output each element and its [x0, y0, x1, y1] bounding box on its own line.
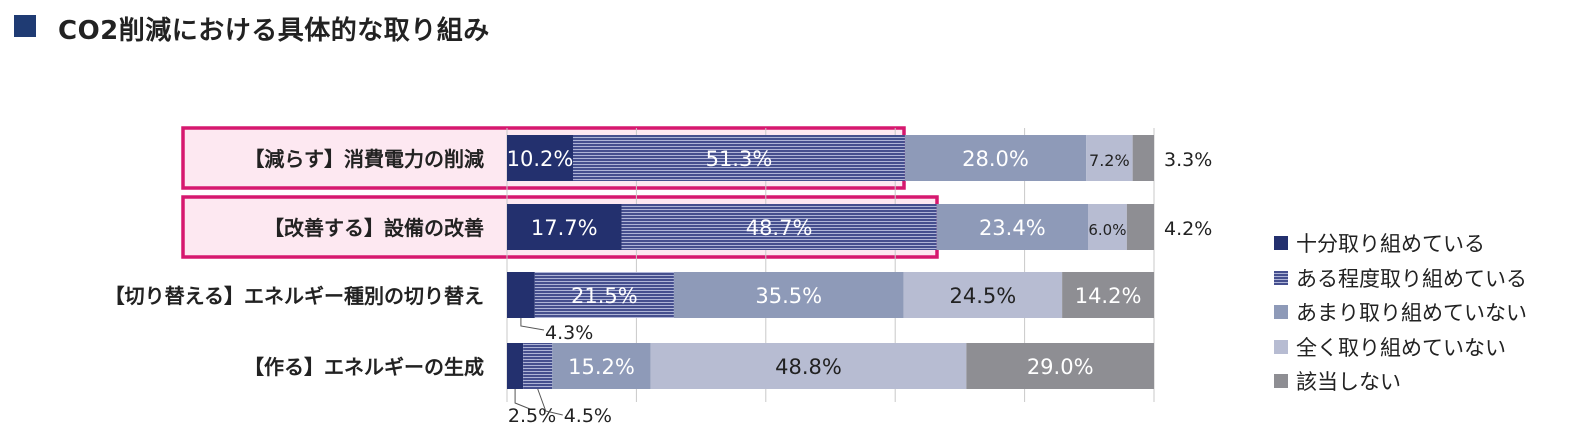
bar-segment — [507, 343, 524, 389]
legend-swatch — [1274, 374, 1288, 389]
bar-segment — [1086, 135, 1133, 181]
legend-label: あまり取り組めていない — [1296, 301, 1527, 326]
legend-label: 該当しない — [1296, 370, 1401, 395]
data-label: 3.3% — [1164, 149, 1212, 171]
bar-segment — [903, 272, 1063, 318]
leader-line — [537, 388, 563, 416]
data-label: 17.7% — [531, 216, 598, 240]
leader-line — [514, 389, 531, 410]
category-label: 【改善する】設備の改善 — [264, 216, 484, 240]
data-label: 28.0% — [962, 147, 1029, 171]
bar-segment — [507, 135, 573, 181]
bar-segment — [621, 204, 937, 250]
data-label: 14.2% — [1075, 284, 1142, 308]
category-label: 【切り替える】エネルギー種別の切り替え — [105, 284, 484, 308]
data-label: 15.2% — [568, 355, 635, 379]
legend-swatch — [1274, 339, 1288, 354]
data-label: 2.5% — [508, 405, 556, 427]
data-label: 10.2% — [507, 147, 574, 171]
data-label: 6.0% — [1088, 221, 1126, 239]
bar-segment — [552, 343, 651, 389]
data-label: 51.3% — [706, 147, 773, 171]
bar-segment — [507, 204, 622, 250]
data-label: 4.2% — [1164, 218, 1212, 240]
bar-segment — [904, 135, 1087, 181]
data-label: 4.5% — [564, 405, 612, 427]
legend-label: 十分取り組めている — [1296, 232, 1485, 257]
bar-segment — [572, 135, 905, 181]
legend-swatch — [1274, 305, 1288, 320]
chart-title: CO2削減における具体的な取り組み — [58, 16, 490, 46]
bar-segment — [966, 343, 1154, 389]
data-label: 23.4% — [979, 216, 1046, 240]
data-label: 35.5% — [755, 284, 822, 308]
bar-segment — [507, 272, 535, 318]
legend-item: 十分取り組めている — [1274, 226, 1527, 261]
legend-label: 全く取り組めていない — [1296, 335, 1506, 360]
legend-item: あまり取り組めていない — [1274, 295, 1527, 330]
bar-segment — [650, 343, 967, 389]
leader-line — [520, 318, 545, 331]
legend-item: 全く取り組めていない — [1274, 330, 1527, 365]
legend-item: ある程度取り組めている — [1274, 261, 1527, 296]
category-label: 【作る】エネルギーの生成 — [244, 355, 484, 379]
title-marker — [14, 15, 36, 37]
legend-swatch — [1274, 270, 1288, 285]
data-label: 24.5% — [950, 284, 1017, 308]
bar-segment — [523, 343, 553, 389]
data-label: 29.0% — [1027, 355, 1094, 379]
data-label: 21.5% — [571, 284, 638, 308]
bar-segment — [1062, 272, 1154, 318]
legend: 十分取り組めているある程度取り組めている あまり取り組めていない 全く取り組めていな… — [1274, 226, 1527, 399]
bar-segment — [673, 272, 904, 318]
legend-item: 該当しない — [1274, 364, 1527, 399]
bar-segment — [1126, 204, 1154, 250]
bar-segment — [936, 204, 1089, 250]
data-label: 7.2% — [1089, 151, 1130, 170]
data-label: 48.8% — [775, 355, 842, 379]
legend-swatch — [1274, 236, 1288, 251]
bar-segment — [1132, 135, 1154, 181]
bar-segment — [1088, 204, 1127, 250]
legend-label: ある程度取り組めている — [1296, 266, 1527, 291]
bar-segment — [534, 272, 674, 318]
category-label: 【減らす】消費電力の削減 — [244, 147, 484, 171]
data-label: 48.7% — [746, 216, 813, 240]
data-label: 4.3% — [545, 322, 593, 344]
